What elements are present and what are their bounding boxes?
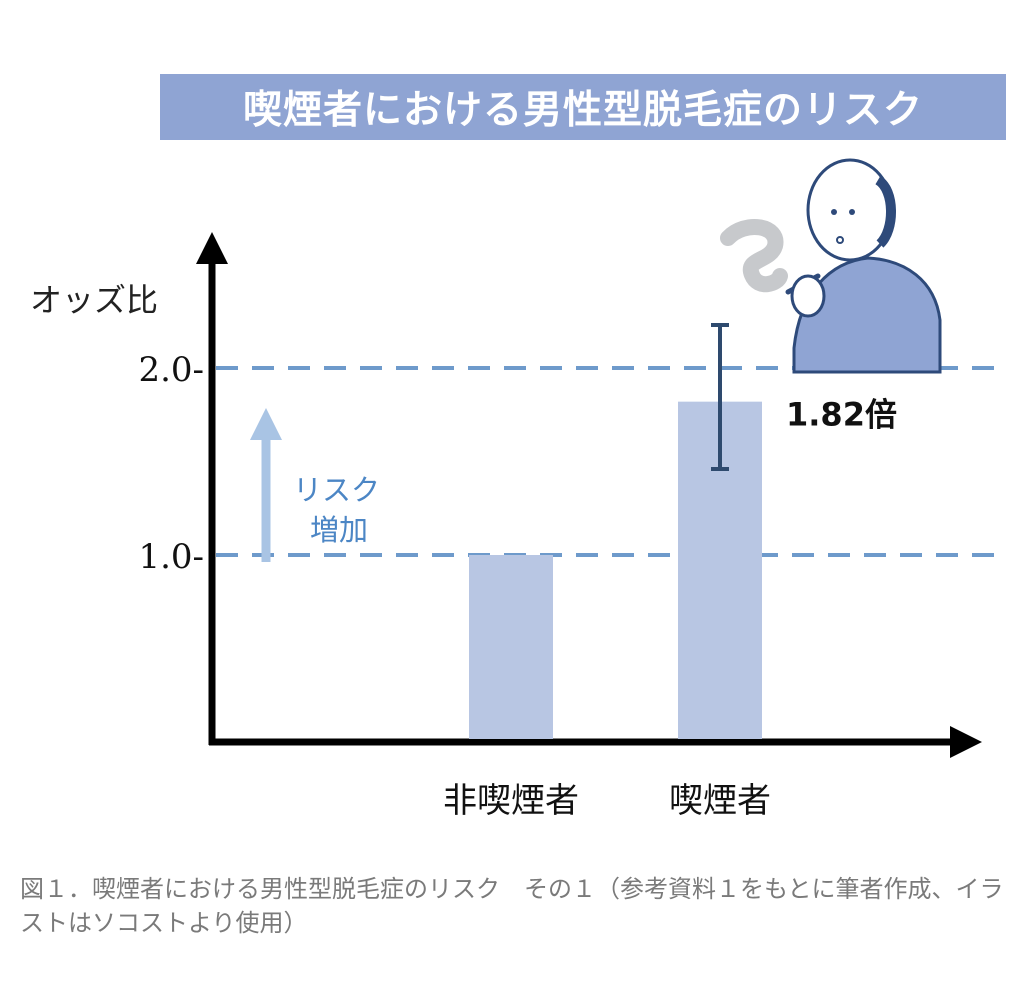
y-axis-arrowhead: [196, 232, 228, 264]
data-label: 1.82倍: [786, 396, 897, 434]
eye-icon: [831, 209, 837, 215]
x-axis-arrowhead: [950, 726, 982, 758]
eye-icon: [849, 209, 855, 215]
x-tick-label: 非喫煙者: [443, 781, 579, 821]
annotation-line2: 増加: [310, 513, 368, 547]
annotation-line1: リスク: [293, 473, 380, 507]
bar: [469, 555, 553, 739]
smoke-icon: [720, 219, 788, 293]
chart-title: 喫煙者における男性型脱毛症のリスク: [242, 88, 923, 133]
y-tick-label: 1.0-: [138, 537, 204, 577]
x-tick-label: 喫煙者: [669, 781, 771, 821]
y-tick-label: 2.0-: [138, 350, 204, 390]
hand-shape: [790, 274, 826, 318]
mouth-icon: [836, 236, 844, 244]
y-axis-label: オッズ比: [30, 281, 158, 319]
figure-caption: 図１．喫煙者における男性型脱毛症のリスク その１（参考資料１をもとに筆者作成、イ…: [20, 875, 1004, 937]
risk-increase-arrowhead: [250, 408, 282, 440]
smoking-man-illustration: [720, 158, 942, 374]
hair-shape: [874, 175, 896, 248]
title-banner: 喫煙者における男性型脱毛症のリスク: [160, 74, 1006, 140]
